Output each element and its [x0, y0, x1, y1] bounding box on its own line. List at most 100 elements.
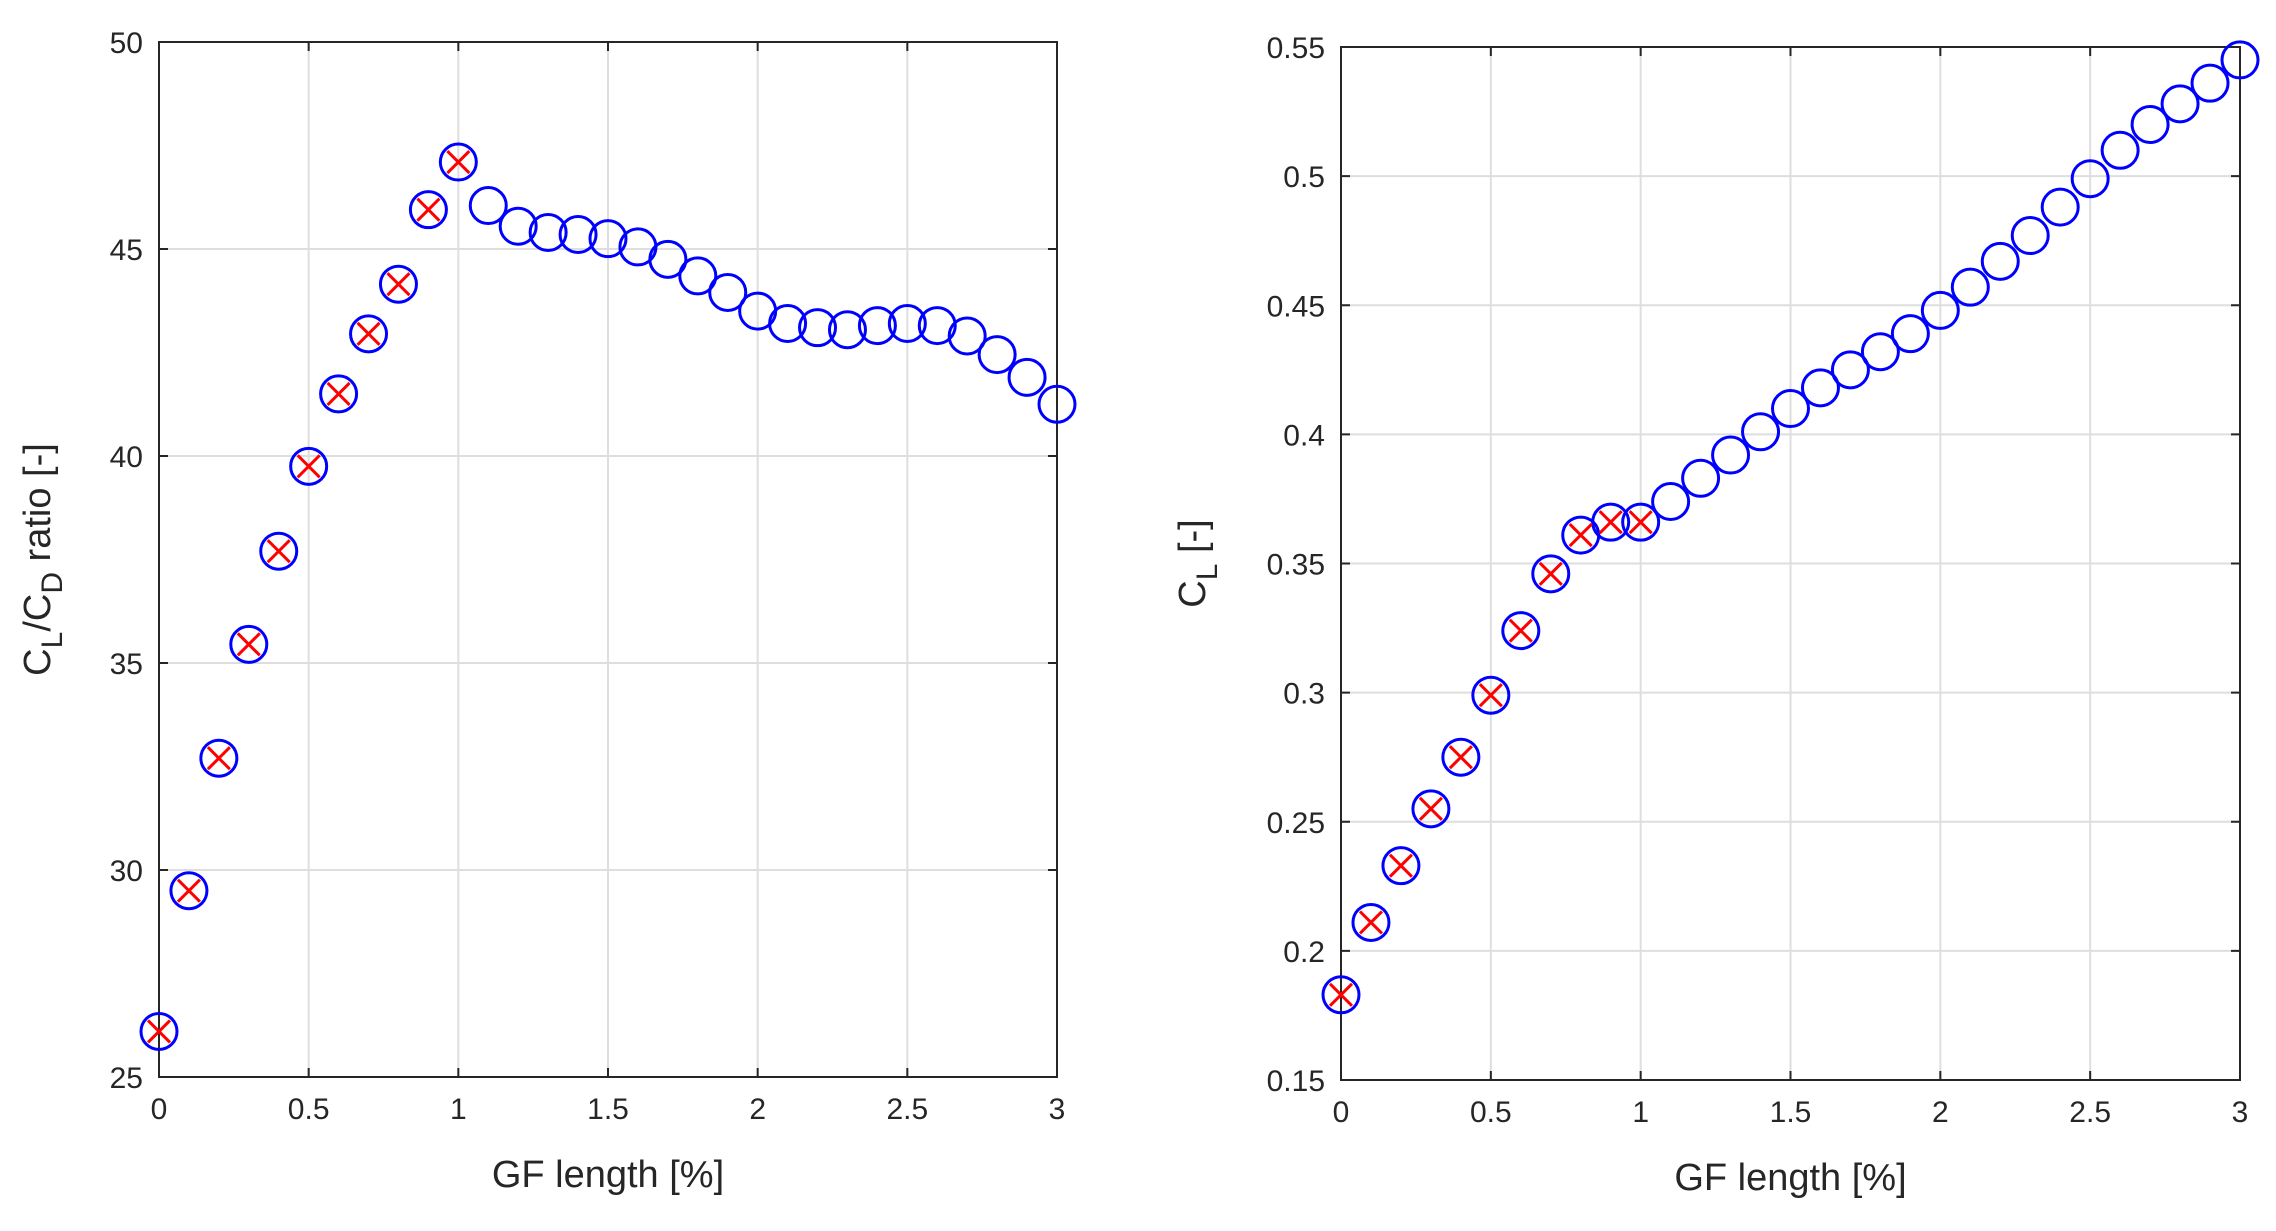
series-highlighted — [1328, 510, 1653, 1007]
y-axis-label: CL/CD ratio [-] — [17, 443, 69, 676]
data-point-circle — [1860, 332, 1900, 372]
data-point-cross — [1478, 683, 1503, 708]
data-point-cross — [1328, 982, 1354, 1007]
data-point-cross — [1628, 510, 1653, 535]
data-point-cross — [356, 321, 381, 346]
x-axis-label: GF length [%] — [492, 1154, 724, 1196]
data-point-circle — [1411, 789, 1451, 829]
x-axis-label: GF length [%] — [1674, 1157, 1906, 1199]
data-point-circle — [1591, 502, 1631, 542]
data-point-circle — [768, 304, 808, 344]
data-point-circle — [827, 310, 867, 350]
data-point-cross — [1568, 523, 1593, 548]
y-tick-label: 30 — [110, 855, 143, 888]
data-point-circle — [2160, 84, 2200, 124]
x-tick-label: 3 — [2232, 1096, 2249, 1129]
y-axis-label: CL [-] — [1172, 519, 1224, 607]
data-point-circle — [1471, 675, 1511, 715]
data-point-circle — [588, 219, 628, 259]
data-point-cross — [266, 539, 291, 564]
data-point-circle — [2220, 40, 2260, 80]
data-point-cross — [1538, 561, 1563, 586]
data-point-circle — [1381, 846, 1421, 886]
x-tick-label: 1 — [450, 1093, 467, 1126]
x-tick-label: 0.5 — [288, 1093, 330, 1126]
data-point-circle — [199, 738, 239, 778]
data-point-cross — [1418, 796, 1443, 821]
data-point-circle — [1890, 314, 1930, 354]
data-point-circle — [1920, 290, 1960, 330]
series-all — [139, 142, 1077, 1051]
data-point-circle — [468, 186, 508, 226]
y-tick-label: 0.55 — [1267, 32, 1325, 65]
data-point-circle — [1980, 241, 2020, 281]
data-point-circle — [139, 1011, 179, 1051]
data-point-circle — [1501, 611, 1541, 651]
data-point-circle — [1321, 975, 1361, 1015]
y-tick-label: 0.25 — [1267, 807, 1325, 840]
data-point-circle — [349, 314, 389, 354]
data-point-circle — [1351, 902, 1391, 942]
data-point-circle — [1681, 458, 1721, 498]
data-point-circle — [289, 446, 329, 486]
data-point-circle — [977, 335, 1017, 375]
x-tick-label: 2.5 — [2069, 1096, 2111, 1129]
data-point-circle — [1531, 554, 1571, 594]
data-point-cross — [326, 381, 351, 406]
y-tick-label: 0.5 — [1283, 161, 1325, 194]
data-point-cross — [1388, 853, 1413, 878]
data-point-circle — [1007, 357, 1047, 397]
data-point-circle — [2070, 159, 2110, 199]
data-point-cross — [416, 197, 441, 222]
y-tick-label: 40 — [110, 441, 143, 474]
data-point-circle — [947, 316, 987, 356]
x-tick-label: 2 — [749, 1093, 766, 1126]
data-point-circle — [408, 190, 448, 230]
data-point-circle — [2130, 104, 2170, 144]
plot-left-cl-cd-ratio: 0 0.5 1 1.5 2 2.5 3 25 30 35 40 45 50 GF length [%] CL… — [17, 27, 1077, 1196]
x-tick-label: 2.5 — [886, 1093, 928, 1126]
data-point-circle — [229, 624, 269, 664]
data-point-circle — [1621, 502, 1661, 542]
y-tick-label: 0.15 — [1267, 1065, 1325, 1098]
data-point-circle — [1741, 412, 1781, 452]
data-point-circle — [2040, 187, 2080, 227]
data-point-circle — [2010, 216, 2050, 256]
data-point-circle — [648, 239, 688, 279]
data-point-circle — [2100, 130, 2140, 170]
x-tick-label: 3 — [1049, 1093, 1066, 1126]
x-tick-label: 2 — [1932, 1096, 1949, 1129]
x-tick-label: 1 — [1632, 1096, 1649, 1129]
data-point-circle — [1950, 267, 1990, 307]
plot-right-cl: 0 0.5 1 1.5 2 2.5 3 0.15 0.2 0.25 0.3 0.35 0.4 0.45 0.… — [1172, 32, 2260, 1199]
grid — [1340, 46, 2241, 1081]
data-point-circle — [708, 272, 748, 312]
data-point-circle — [169, 871, 209, 911]
y-tick-label: 0.3 — [1283, 678, 1325, 711]
data-point-cross — [386, 272, 411, 297]
data-point-circle — [1441, 737, 1481, 777]
y-tick-label: 25 — [110, 1062, 143, 1095]
data-point-circle — [1037, 384, 1077, 424]
data-point-circle — [259, 531, 299, 571]
data-point-circle — [678, 256, 718, 296]
data-point-cross — [1358, 910, 1384, 935]
data-point-circle — [1830, 350, 1870, 390]
data-point-cross — [446, 149, 471, 175]
data-point-circle — [438, 142, 478, 182]
data-point-cross — [1448, 745, 1473, 770]
series-all — [1321, 40, 2260, 1015]
x-tick-label: 0 — [151, 1093, 168, 1126]
x-tick-label: 1.5 — [587, 1093, 629, 1126]
y-tick-label: 50 — [110, 27, 143, 60]
data-point-circle — [558, 215, 598, 255]
series-highlighted — [146, 149, 471, 1044]
data-point-circle — [917, 306, 957, 346]
y-tick-label: 45 — [110, 234, 143, 267]
x-tick-label: 0.5 — [1470, 1096, 1512, 1129]
data-point-cross — [146, 1019, 172, 1044]
y-tick-label: 0.2 — [1283, 936, 1325, 969]
data-point-circle — [1711, 435, 1751, 475]
data-point-cross — [176, 878, 201, 903]
data-point-circle — [2190, 63, 2230, 103]
